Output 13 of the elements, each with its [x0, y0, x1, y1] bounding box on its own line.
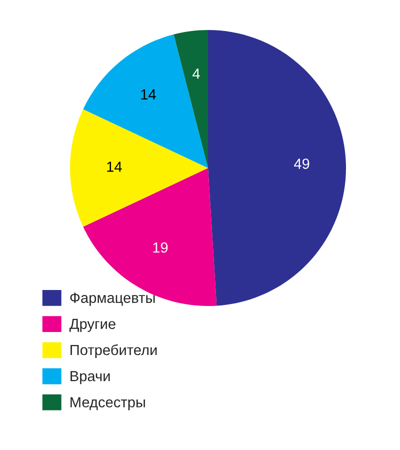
- data-label: 14: [141, 89, 156, 100]
- legend-label: Потребители: [70, 344, 157, 358]
- data-label: 19: [153, 242, 168, 253]
- pie-slice: [174, 30, 208, 168]
- legend-label: Врачи: [70, 371, 110, 384]
- pie-slice: [70, 109, 208, 227]
- data-label: 4: [192, 68, 200, 79]
- legend-label: Фармацевты: [70, 292, 155, 306]
- pie-slice: [208, 30, 346, 306]
- legend-label: Медсестры: [70, 397, 145, 410]
- data-label: 49: [294, 158, 310, 169]
- legend-label: Другие: [69, 318, 116, 332]
- data-label: 14: [107, 162, 122, 172]
